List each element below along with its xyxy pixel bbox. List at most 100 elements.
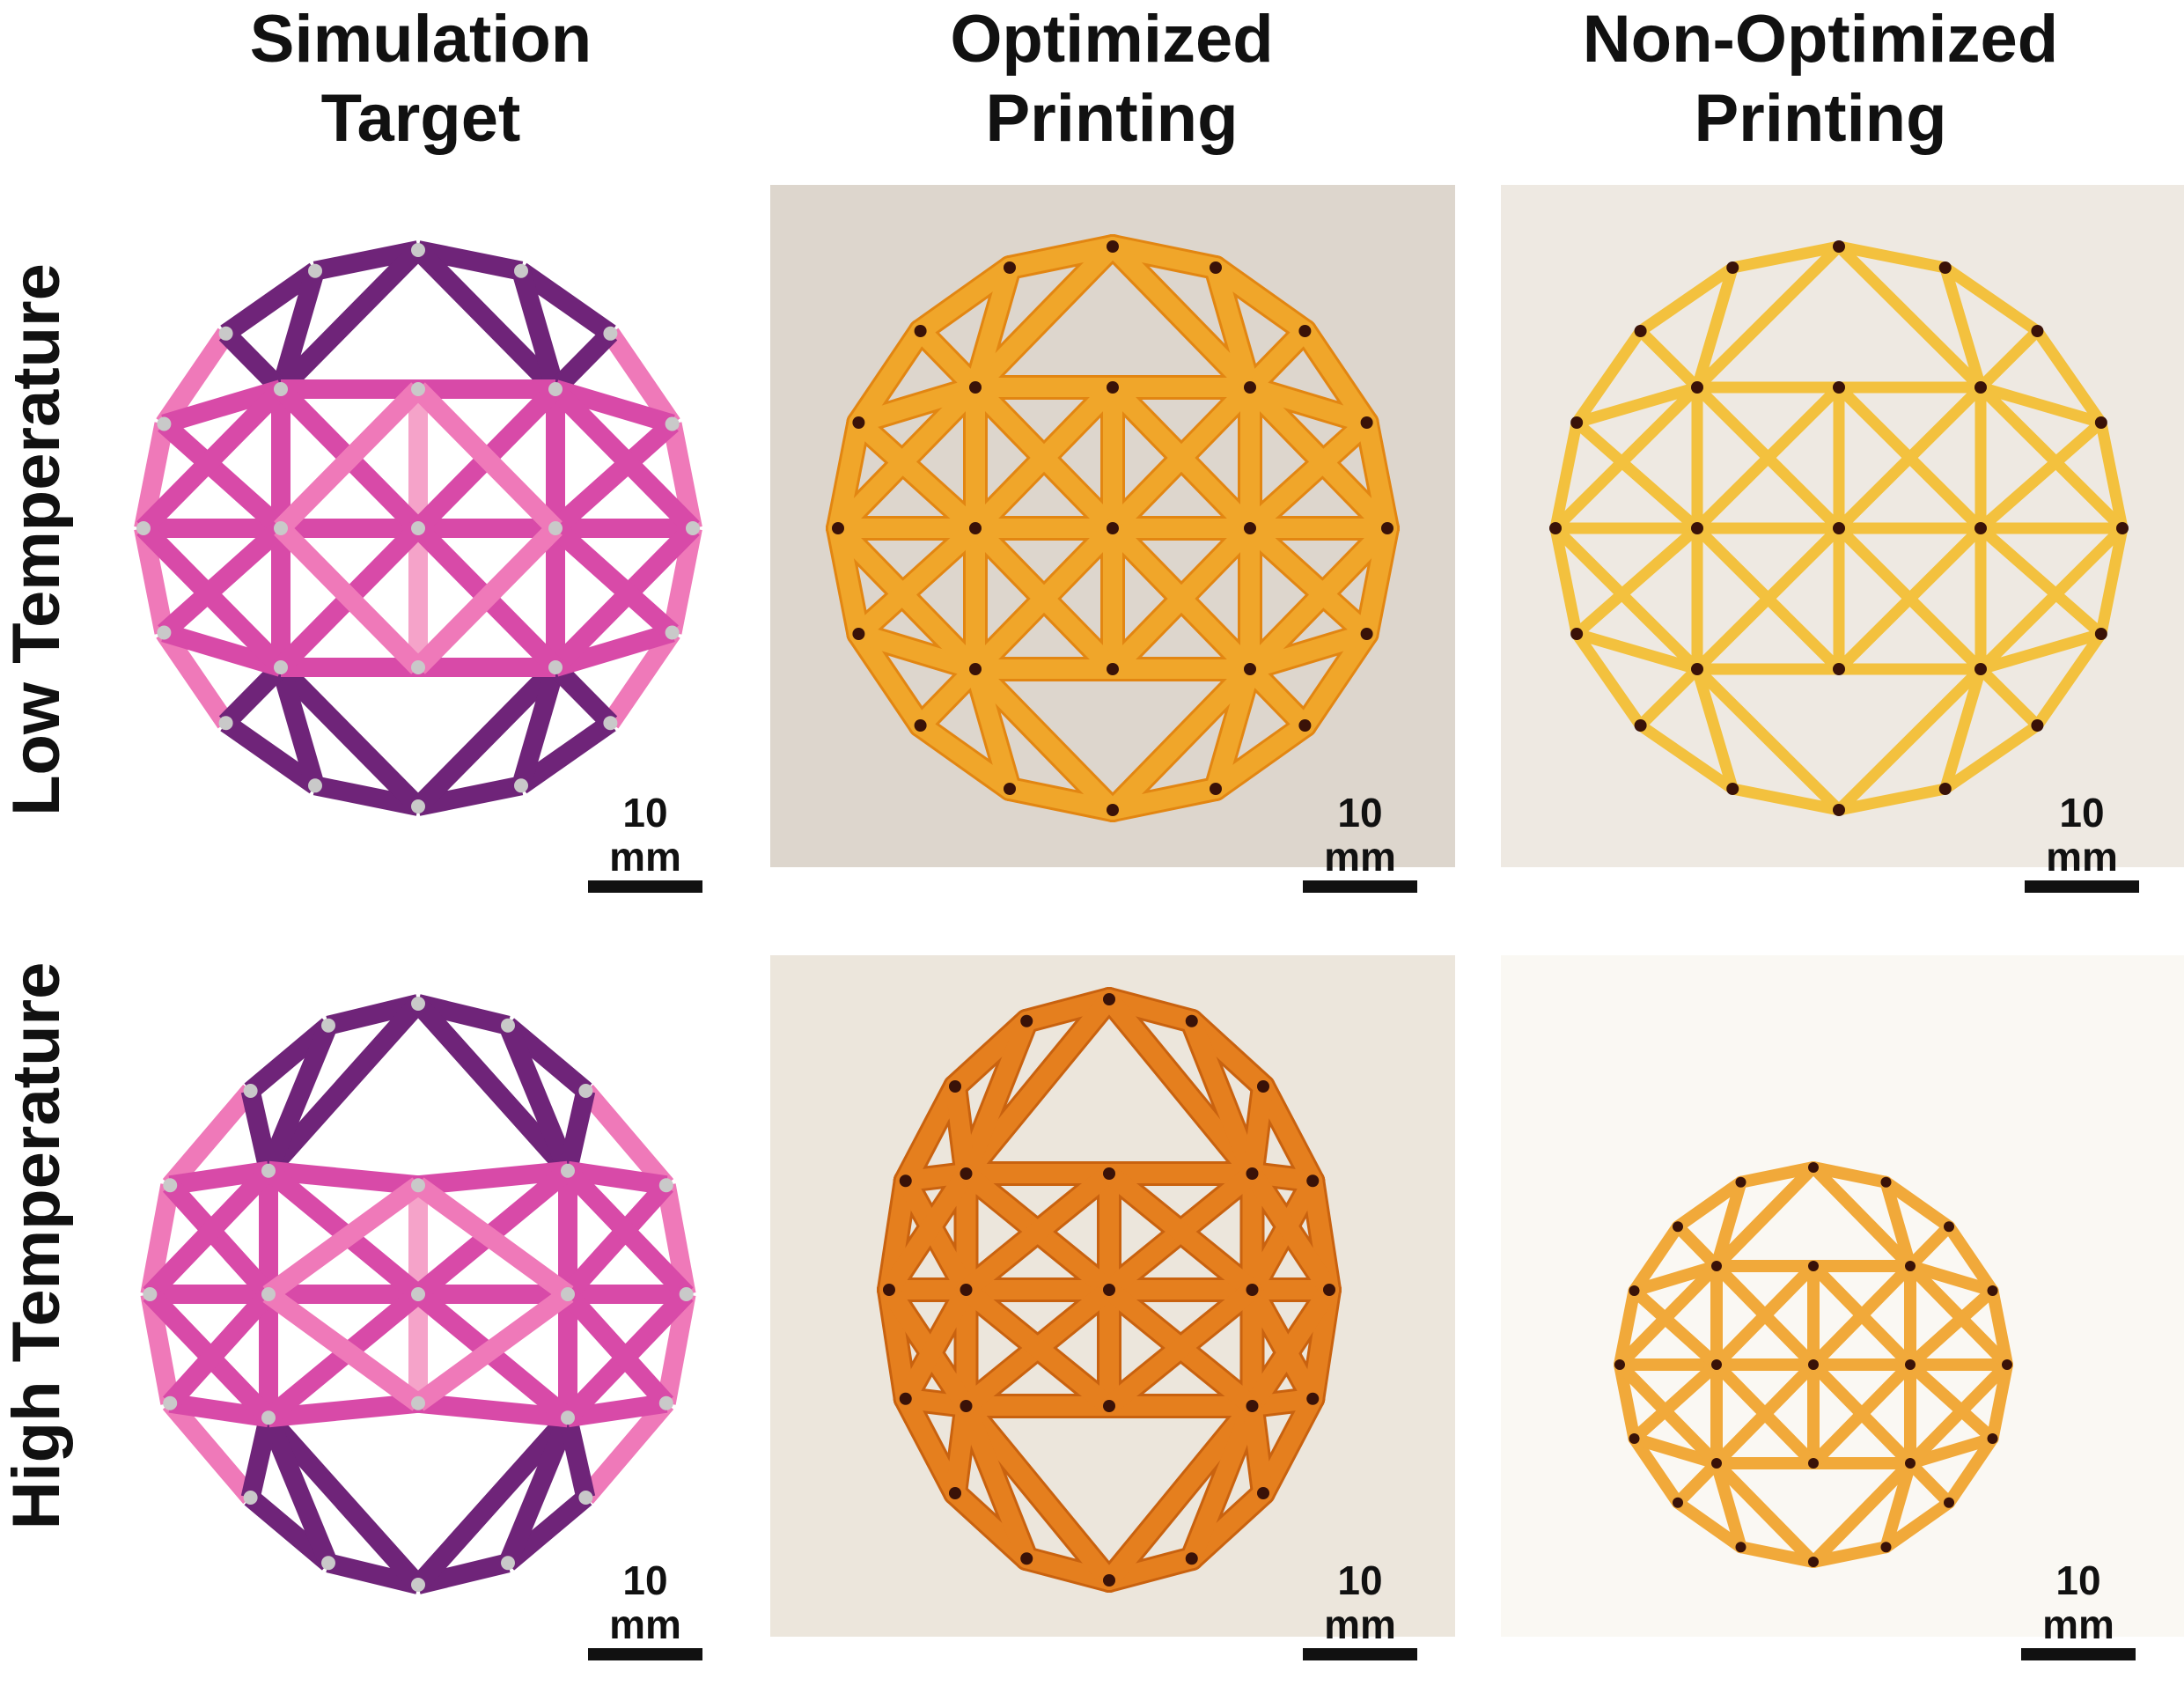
beam: [411, 660, 563, 814]
beam: [218, 327, 288, 396]
lattice-node: [308, 263, 322, 278]
lattice-node: [274, 660, 288, 674]
lattice-node: [411, 243, 425, 257]
beam: [1974, 381, 2107, 429]
beam: [163, 1287, 276, 1410]
scale-bar: 10 mm: [588, 791, 702, 893]
beam: [1710, 1175, 1747, 1272]
column-header-line2: Printing: [985, 81, 1239, 156]
beam: [1986, 1358, 2013, 1445]
lattice-nodes: [143, 997, 694, 1592]
beam: [410, 1410, 576, 1592]
beam: [415, 240, 524, 281]
scale-bar-label: 10 mm: [1324, 1557, 1396, 1647]
lattice-node: [411, 1578, 425, 1592]
beam: [828, 378, 985, 538]
lattice-node: [1244, 663, 1256, 675]
beam: [895, 1388, 965, 1503]
beam: [140, 1183, 180, 1296]
lattice-node: [274, 521, 288, 535]
printed-lattice-non-optimized-high: [1501, 955, 2184, 1637]
lattice-node: [411, 382, 425, 396]
beam: [602, 627, 680, 729]
lattice-node: [1944, 1497, 1954, 1508]
beam: [1635, 719, 1739, 795]
beam: [1549, 522, 1703, 675]
lattice-nodes: [883, 993, 1335, 1587]
beam: [1710, 1161, 1820, 1272]
scale-bar-label: 10 mm: [2046, 790, 2118, 880]
beam: [1295, 624, 1377, 735]
beam: [156, 627, 234, 729]
beam: [1628, 1260, 1723, 1297]
beam: [956, 1280, 1119, 1416]
beam: [1240, 624, 1377, 679]
lattice-node: [1107, 804, 1119, 816]
beam: [1000, 779, 1122, 820]
beam: [411, 521, 563, 674]
beam: [578, 1084, 674, 1192]
lattice-nodes: [1614, 1162, 2012, 1567]
scale-bar-label: 10 mm: [2042, 1557, 2114, 1647]
beam: [1614, 1285, 1641, 1371]
beam: [1672, 1496, 1747, 1554]
beam: [161, 622, 284, 677]
beam: [552, 379, 675, 434]
lattice-node: [1020, 1552, 1033, 1565]
beam: [313, 240, 421, 281]
lattice-node: [1808, 1458, 1819, 1469]
beam: [262, 1286, 424, 1411]
lattice-node: [1103, 1400, 1115, 1412]
beam: [1240, 519, 1377, 644]
beam: [220, 715, 321, 794]
beam: [261, 1410, 426, 1592]
beam: [1904, 1220, 1955, 1272]
column-header-line1: Optimized: [950, 2, 1274, 77]
beam: [1570, 628, 1703, 675]
beam: [1099, 990, 1262, 1183]
lattice-node: [321, 1018, 335, 1033]
photo-optimized-high: [770, 955, 1455, 1637]
lattice-node: [852, 628, 865, 640]
beam: [140, 1292, 180, 1405]
lattice-node: [243, 1084, 258, 1098]
lattice-node: [411, 660, 425, 674]
beam: [1879, 1457, 1916, 1554]
beam: [828, 413, 869, 538]
lattice-node: [1673, 1497, 1683, 1508]
beam: [1672, 1220, 1723, 1272]
beam: [1614, 1358, 1641, 1445]
lattice-node: [1691, 381, 1703, 394]
beam: [1710, 1457, 1747, 1554]
lattice-node: [1246, 1400, 1259, 1412]
beam: [956, 1396, 1119, 1590]
lattice-node: [261, 1410, 276, 1425]
beam: [1570, 325, 1647, 429]
lattice-beams: [134, 240, 702, 816]
beam: [1904, 1432, 1999, 1469]
lattice-node: [411, 1395, 425, 1410]
beam: [1726, 240, 1845, 274]
beam: [558, 1415, 596, 1500]
lattice-node: [1246, 1167, 1259, 1180]
lattice-node: [1987, 1433, 1998, 1444]
lattice-beams: [140, 994, 696, 1594]
lattice-node: [832, 522, 844, 534]
printed-lattice-optimized-high: [770, 955, 1455, 1637]
beam: [158, 520, 288, 640]
beam: [566, 1160, 668, 1196]
beam: [956, 1396, 1037, 1569]
beam: [411, 243, 563, 396]
beam: [158, 416, 288, 536]
lattice-node: [548, 521, 563, 535]
beam: [1904, 1285, 1999, 1371]
photo-non-optimized-high: [1501, 955, 2184, 1637]
column-header-line2: Printing: [1694, 81, 1947, 156]
lattice-node: [1323, 1284, 1335, 1296]
beam: [1807, 1161, 1893, 1189]
scale-bar-label: 10 mm: [1324, 790, 1396, 880]
beam: [274, 243, 425, 396]
beam: [1570, 416, 1703, 534]
beam: [2031, 325, 2107, 429]
beam: [1807, 1260, 1916, 1371]
